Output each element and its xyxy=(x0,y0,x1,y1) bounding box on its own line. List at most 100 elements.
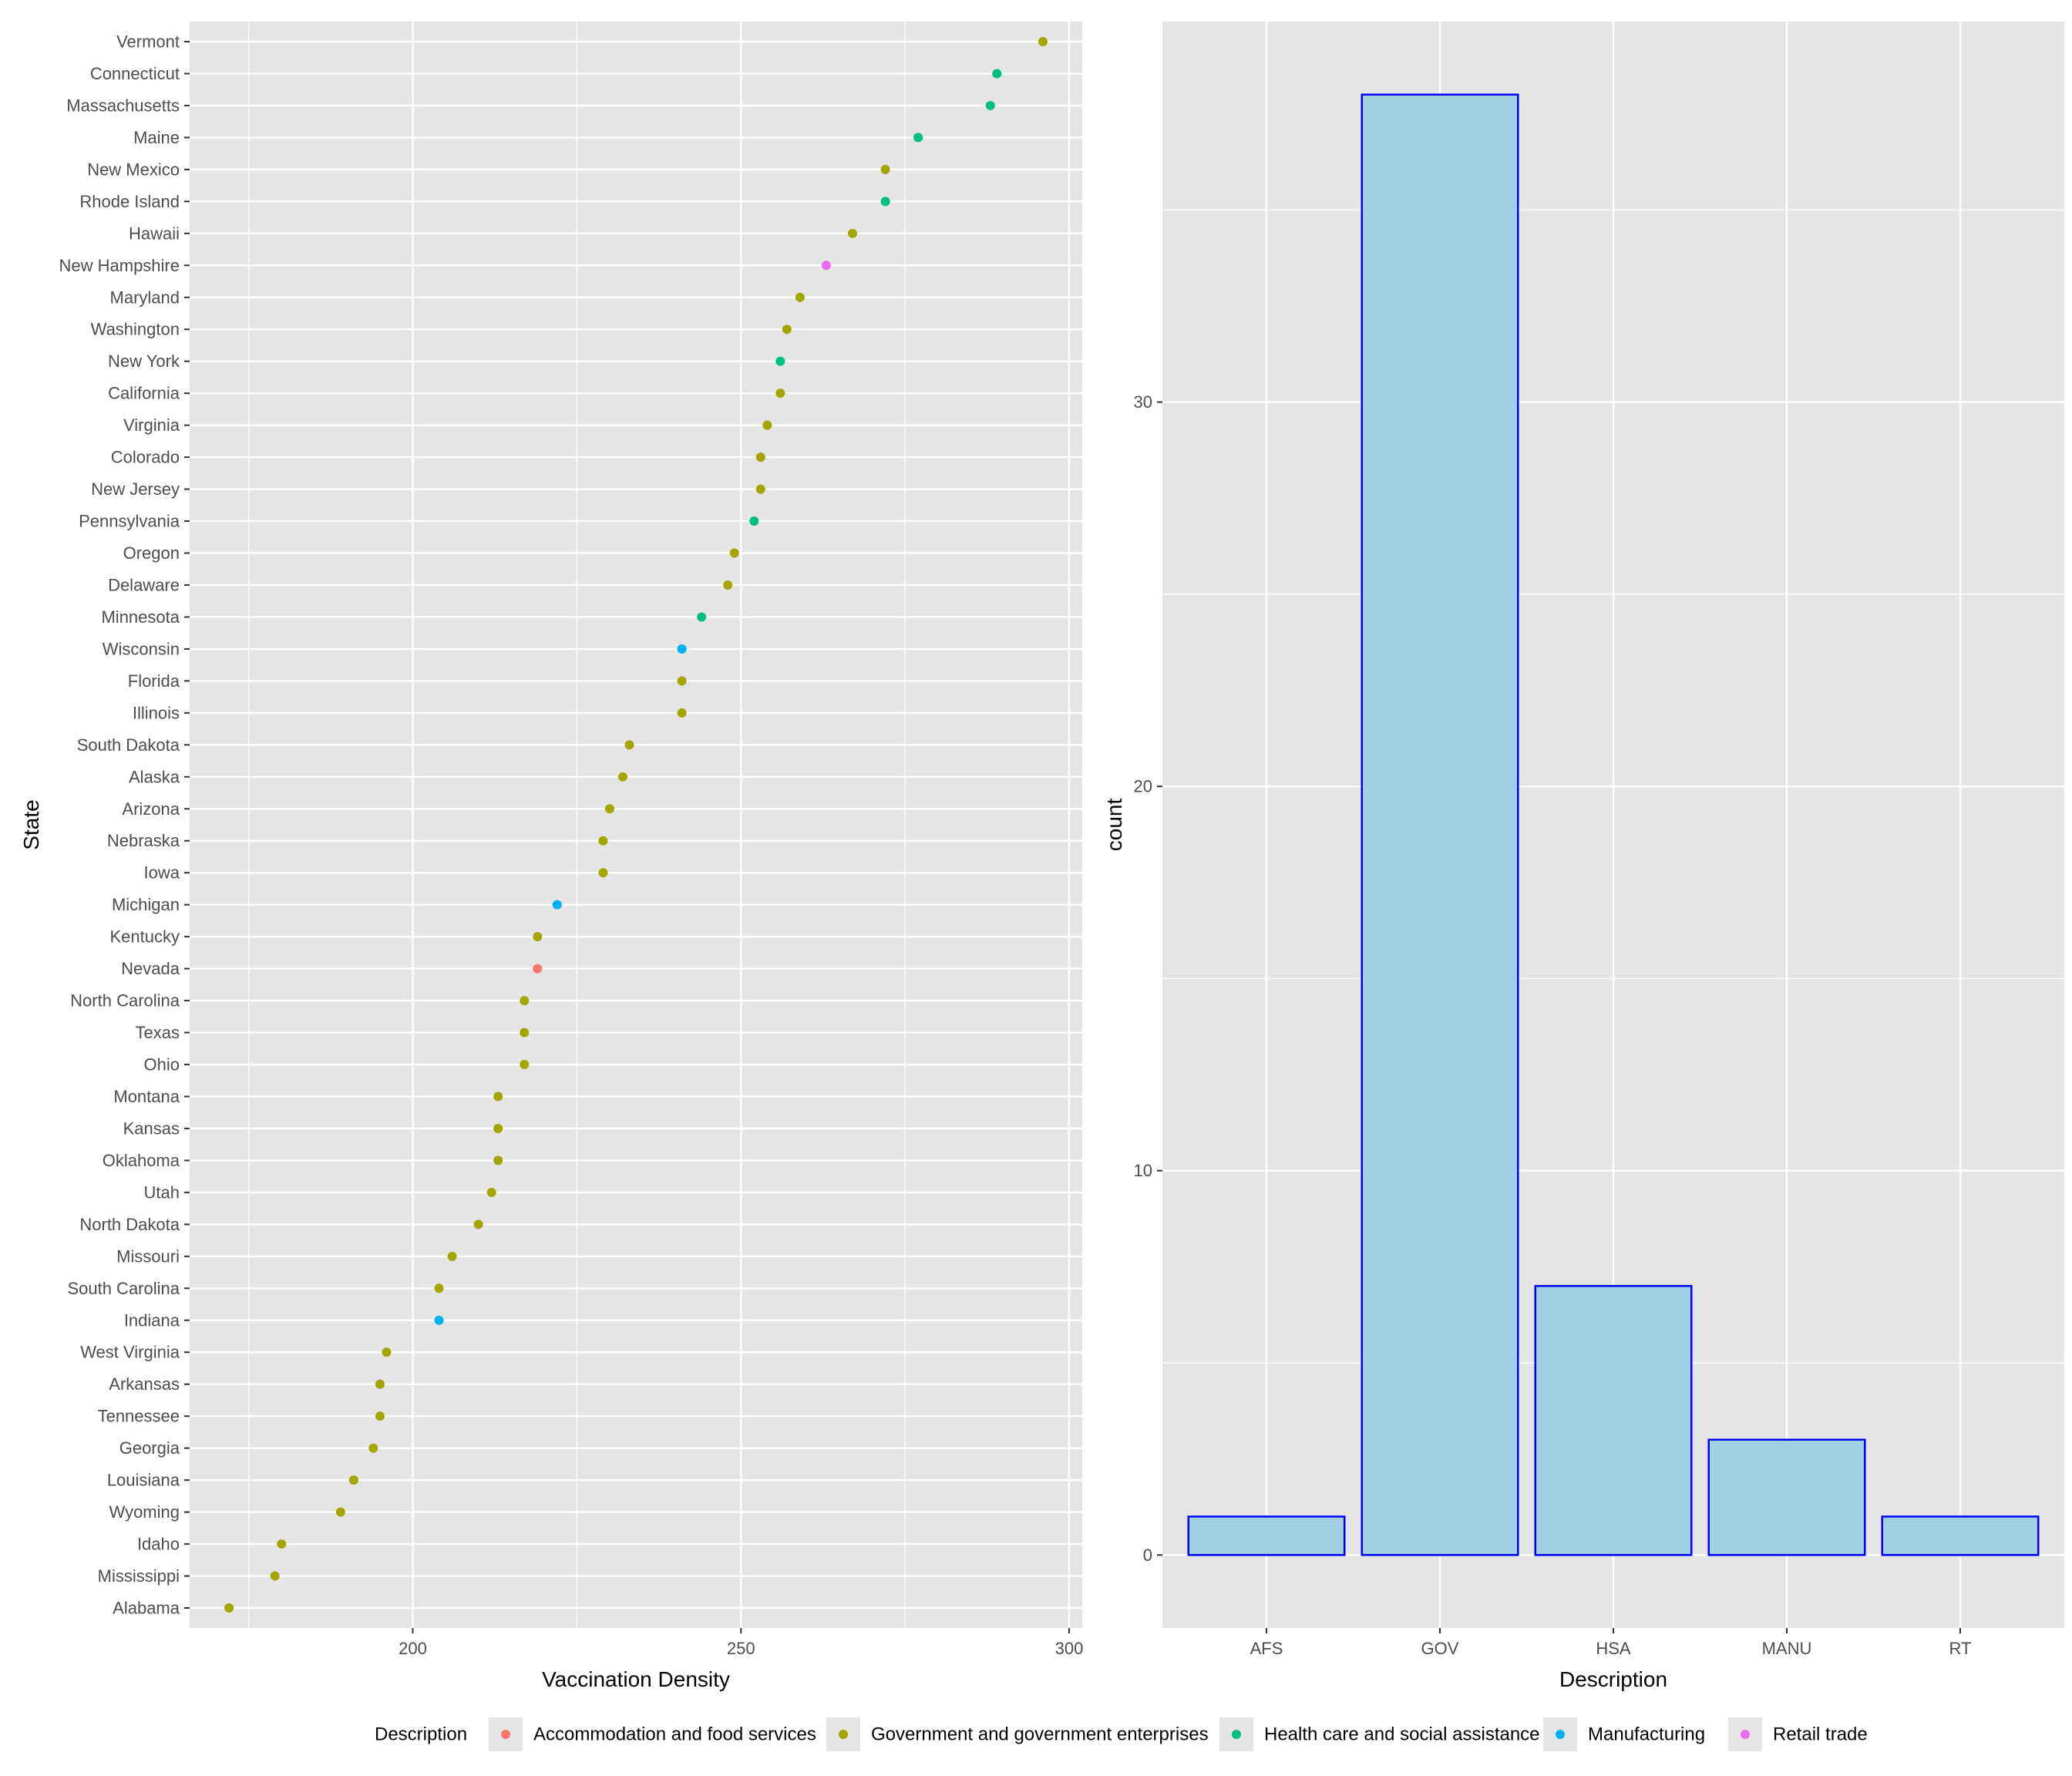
y-tick-label-alabama: Alabama xyxy=(113,1599,180,1618)
data-point-north-dakota xyxy=(473,1219,483,1229)
legend-items: Accommodation and food services Governmen… xyxy=(489,1717,1868,1751)
y-tick-label-idaho: Idaho xyxy=(137,1535,180,1554)
data-point-tennessee xyxy=(375,1411,385,1421)
y-tick-label-maine: Maine xyxy=(133,128,180,147)
y-tick-label-new-york: New York xyxy=(108,352,180,371)
y-tick-label-new-mexico: New Mexico xyxy=(87,160,180,179)
bar-chart: 0 10 20 30 AFS GOV HSA MANU RT Description coun… xyxy=(1102,22,2064,1691)
legend-title: Description xyxy=(375,1724,467,1745)
dot-plot-points xyxy=(224,37,1048,1613)
y-tick-label-vermont: Vermont xyxy=(116,32,180,52)
data-point-louisiana xyxy=(348,1475,358,1485)
y-tick-label-oregon: Oregon xyxy=(123,543,180,563)
y-tick-label-wisconsin: Wisconsin xyxy=(103,639,180,658)
data-point-massachusetts xyxy=(985,100,995,110)
y-tick-label-west-virginia: West Virginia xyxy=(80,1343,180,1362)
data-point-arkansas xyxy=(375,1379,385,1389)
data-point-colorado xyxy=(755,452,765,462)
bar-rt xyxy=(1881,1515,2040,1556)
y-tick-label-utah: Utah xyxy=(144,1182,180,1202)
data-point-maryland xyxy=(795,292,805,302)
legend-item-health-care-and-social-assistance: Health care and social assistance xyxy=(1219,1717,1540,1751)
data-point-minnesota xyxy=(697,612,707,622)
y-tick-label-ohio: Ohio xyxy=(144,1055,180,1075)
y-tick-label-wyoming: Wyoming xyxy=(109,1502,180,1522)
y-tick-label-south-carolina: South Carolina xyxy=(67,1279,180,1298)
bar-hsa xyxy=(1534,1285,1693,1556)
dot-plot-x-axis: 200 250 300 xyxy=(399,1628,1083,1658)
y-tick-label-minnesota: Minnesota xyxy=(101,607,180,627)
data-point-mississippi xyxy=(270,1571,280,1581)
legend-key-dot xyxy=(501,1730,510,1739)
data-point-south-carolina xyxy=(434,1283,444,1293)
legend-item-government-and-government-enterprises: Government and government enterprises xyxy=(826,1717,1209,1751)
data-point-maine xyxy=(913,133,923,143)
y-tick-label-arkansas: Arkansas xyxy=(109,1374,180,1394)
y-tick-label-texas: Texas xyxy=(136,1023,180,1042)
y-tick-label-iowa: Iowa xyxy=(144,863,180,883)
y-tick-label-tennessee: Tennessee xyxy=(98,1407,180,1426)
data-point-oregon xyxy=(729,548,739,558)
y-tick-label: 30 xyxy=(1134,392,1152,412)
y-tick-label-indiana: Indiana xyxy=(124,1310,180,1330)
y-tick-label-new-jersey: New Jersey xyxy=(91,479,180,499)
y-tick-label-connecticut: Connecticut xyxy=(90,64,180,83)
data-point-georgia xyxy=(368,1443,378,1453)
data-point-delaware xyxy=(723,580,733,590)
data-point-iowa xyxy=(598,868,608,878)
data-point-connecticut xyxy=(992,69,1002,79)
legend-item-accommodation-and-food-services: Accommodation and food services xyxy=(489,1717,816,1751)
y-tick-label-california: California xyxy=(108,384,180,403)
data-point-arizona xyxy=(604,804,614,814)
bar-chart-x-axis-title: Description xyxy=(1559,1667,1667,1691)
legend-label: Health care and social assistance xyxy=(1264,1724,1540,1745)
data-point-north-carolina xyxy=(520,996,530,1006)
data-point-vermont xyxy=(1038,37,1048,46)
data-point-washington xyxy=(782,325,792,335)
bar-chart-y-axis: 0 10 20 30 xyxy=(1134,392,1162,1565)
y-tick-label-montana: Montana xyxy=(113,1087,180,1106)
y-tick-label-hawaii: Hawaii xyxy=(129,224,180,243)
legend-item-manufacturing: Manufacturing xyxy=(1543,1717,1705,1751)
y-tick-label-south-dakota: South Dakota xyxy=(77,735,180,755)
data-point-michigan xyxy=(552,900,562,910)
data-point-virginia xyxy=(762,420,772,430)
y-tick-label-georgia: Georgia xyxy=(119,1438,180,1458)
bar-chart-bars xyxy=(1187,93,2040,1556)
y-tick-label-oklahoma: Oklahoma xyxy=(103,1151,180,1170)
bar-gov xyxy=(1361,93,1519,1556)
y-tick-label-arizona: Arizona xyxy=(122,799,180,819)
y-tick-label-mississippi: Mississippi xyxy=(98,1566,180,1586)
data-point-montana xyxy=(493,1092,503,1102)
data-point-pennsylvania xyxy=(749,516,759,526)
y-tick-label-illinois: Illinois xyxy=(133,703,180,722)
y-tick-label-north-carolina: North Carolina xyxy=(70,991,180,1011)
data-point-west-virginia xyxy=(382,1347,392,1357)
y-tick-label-north-dakota: North Dakota xyxy=(79,1215,180,1234)
legend-key-dot xyxy=(1556,1730,1565,1739)
data-point-missouri xyxy=(447,1251,457,1261)
y-tick-label-colorado: Colorado xyxy=(111,448,180,467)
y-tick-label-delaware: Delaware xyxy=(108,575,180,594)
legend-label: Manufacturing xyxy=(1588,1724,1705,1745)
legend-item-retail-trade: Retail trade xyxy=(1728,1717,1868,1751)
y-tick-label: 0 xyxy=(1143,1546,1152,1565)
dot-plot-gridlines xyxy=(190,22,1082,1628)
y-tick-label-kansas: Kansas xyxy=(123,1118,180,1138)
y-tick-label-washington: Washington xyxy=(91,320,180,339)
data-point-alabama xyxy=(224,1603,234,1613)
data-point-texas xyxy=(520,1028,530,1038)
data-point-rhode-island xyxy=(880,197,890,207)
data-point-nevada xyxy=(533,964,543,974)
y-tick-label-new-hampshire: New Hampshire xyxy=(59,256,180,275)
y-tick-label-nevada: Nevada xyxy=(121,959,180,978)
legend: Description Accommodation and food servi… xyxy=(375,1717,1868,1751)
y-tick-label-nebraska: Nebraska xyxy=(107,831,180,850)
y-tick-label-kentucky: Kentucky xyxy=(110,927,180,947)
data-point-hawaii xyxy=(847,228,857,238)
dot-plot-y-axis: Vermont Connecticut Massachusetts Maine New … xyxy=(59,32,190,1618)
x-tick-label-manu: MANU xyxy=(1762,1639,1812,1658)
y-tick-label-massachusetts: Massachusetts xyxy=(66,96,180,115)
